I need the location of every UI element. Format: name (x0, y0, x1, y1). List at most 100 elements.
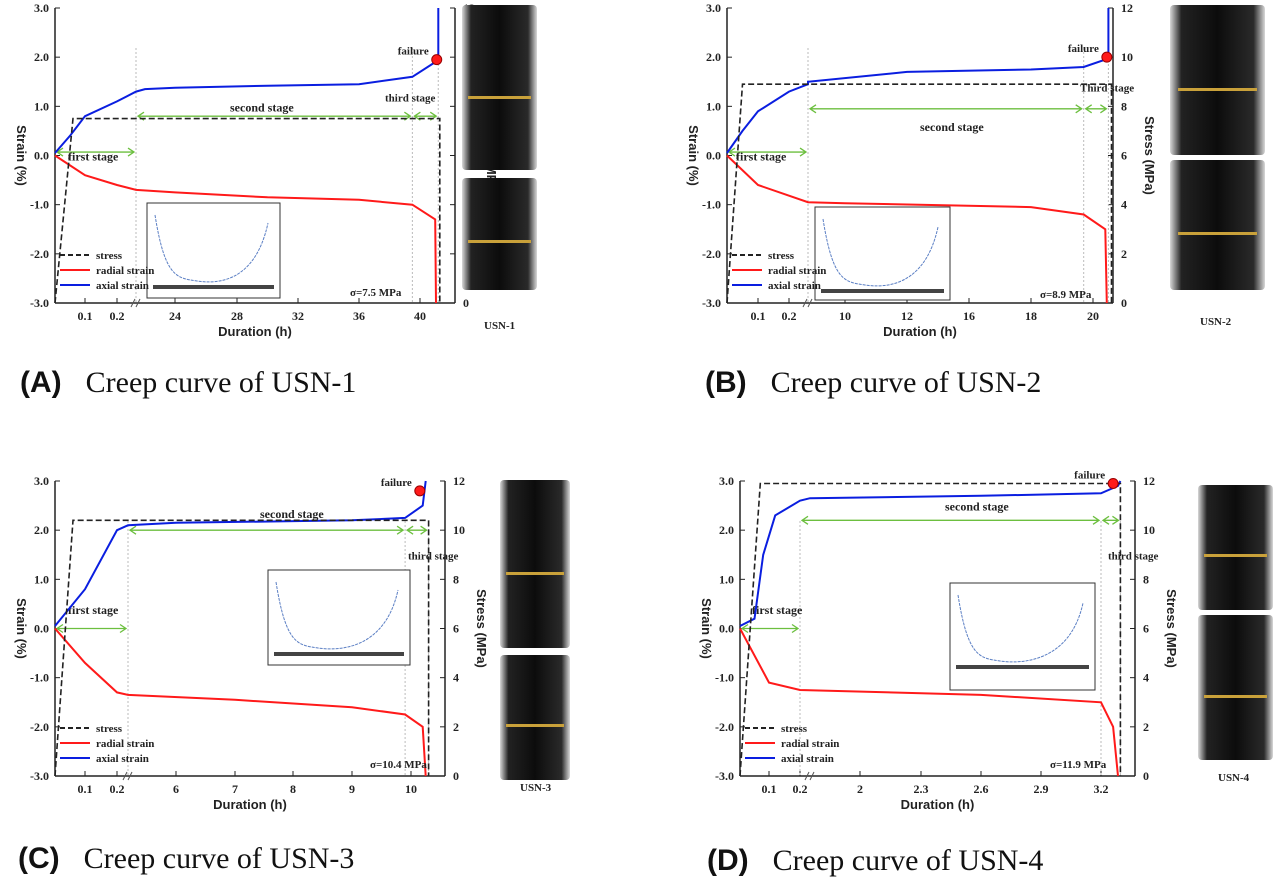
y-tick-label: 1.0 (34, 572, 49, 586)
stage-label: first stage (68, 603, 119, 617)
x-tick-label: 2.9 (1034, 782, 1049, 796)
specimen-label: USN-4 (1218, 772, 1250, 784)
y2-tick-label: 0 (463, 296, 469, 310)
y-tick-label: -1.0 (702, 198, 721, 212)
x-tick-label: 0.1 (78, 782, 93, 796)
x-tick-label: 2.6 (974, 782, 989, 796)
series-line-stress (54, 117, 441, 304)
x-tick-label: 0.2 (782, 309, 797, 323)
chart-panel-c: 3.0 2.0 1.0 0.0 -1.0 -2.0 -3.0 0 2 4 6 8 10 12 0.1 0.2 6… (14, 474, 489, 812)
x-tick-label: 0.1 (751, 309, 766, 323)
stage-label: first stage (736, 149, 787, 163)
y-axis-title: Strain (%) (14, 598, 29, 659)
caption-text: Creep curve of USN-2 (770, 366, 1042, 399)
inset-curve (957, 594, 1084, 663)
specimen-photo (1198, 485, 1273, 610)
stage-label: second stage (230, 100, 294, 114)
y-tick-label: 1.0 (719, 572, 734, 586)
y2-tick-label: 2 (453, 720, 459, 734)
x-tick-label: 36 (353, 309, 365, 323)
inset-curve (154, 214, 269, 283)
y-axis-title: Strain (%) (14, 125, 29, 186)
legend-label: stress (96, 250, 123, 262)
x-axis-title: Duration (h) (883, 324, 957, 339)
x-tick-label: 28 (231, 309, 243, 323)
legend-label: stress (781, 723, 808, 735)
y2-axis-title: Stress (MPa) (1142, 116, 1157, 195)
y-tick-label: 2.0 (719, 523, 734, 537)
chart-panel-a: 3.02.01.00.0-1.0-2.0-3.00246810120.10.22… (14, 1, 499, 339)
y-tick-label: 0.0 (719, 622, 734, 636)
legend-label: axial strain (96, 753, 149, 765)
series-line-axial-strain (739, 480, 1122, 627)
y-tick-label: -3.0 (715, 769, 734, 783)
legend-label: axial strain (96, 280, 149, 292)
x-tick-label: 12 (901, 309, 913, 323)
x-tick-label: 2 (857, 782, 863, 796)
inset-bars (153, 285, 274, 289)
series-line-radial-strain (739, 628, 1119, 777)
y2-axis-title: Stress (MPa) (474, 589, 489, 668)
stage-arrow (1101, 515, 1120, 525)
x-tick-label: 0.1 (78, 309, 93, 323)
y-tick-label: 2.0 (706, 50, 721, 64)
x-tick-label: 0.2 (110, 309, 125, 323)
chart-panel-b: 3.0 2.0 1.0 0.0 -1.0 -2.0 -3.0 0 2 4 6 8 10 12 0.1 0.2 1… (686, 1, 1157, 339)
specimen-photo (1198, 615, 1273, 760)
y2-tick-label: 4 (1143, 671, 1149, 685)
failure-marker (414, 485, 426, 497)
inset-bars (956, 665, 1089, 669)
legend-label: axial strain (768, 280, 821, 292)
x-tick-label: 0.2 (793, 782, 808, 796)
stage-label: first stage (68, 149, 119, 163)
y2-tick-label: 8 (1121, 99, 1127, 113)
x-tick-label: 18 (1025, 309, 1037, 323)
stage-label: third stage (1108, 551, 1159, 563)
inset-ring-count-plot (267, 569, 411, 666)
specimen-photo (500, 480, 570, 648)
series-line-axial-strain (726, 8, 1110, 154)
series-line-radial-strain (54, 627, 427, 777)
y2-tick-label: 8 (453, 572, 459, 586)
series-line-radial-strain (726, 154, 1108, 304)
stage-arrow (128, 525, 405, 535)
inset-bars (274, 652, 404, 656)
y2-tick-label: 4 (453, 671, 459, 685)
inset-ring-count-plot (146, 202, 281, 299)
y-tick-label: -3.0 (702, 296, 721, 310)
y2-tick-label: 12 (453, 474, 465, 488)
x-tick-label: 0.2 (110, 782, 125, 796)
chart-panel-d: 3.0 2.0 1.0 0.0 -1.0 -2.0 -3.0 0 2 4 6 8 10 12 0.1 0.2 2… (699, 469, 1179, 812)
series-line-axial-strain (54, 8, 440, 154)
caption-a: (A) Creep curve of USN-1 (20, 366, 356, 400)
failure-marker (431, 54, 443, 66)
failure-label: failure (1074, 469, 1105, 481)
y-tick-label: -3.0 (30, 296, 49, 310)
axis-break-mark (804, 771, 815, 781)
inset-curve (822, 218, 939, 287)
inset-ring-count-plot (949, 582, 1096, 691)
series-line-axial-strain (54, 480, 427, 627)
caption-letter: (A) (20, 366, 62, 399)
stage-arrow (1084, 104, 1108, 114)
stage-label: third stage (385, 92, 436, 104)
specimen-label: USN-3 (520, 782, 552, 794)
series-line-stress (739, 482, 1122, 777)
stage-label: second stage (945, 500, 1009, 514)
series-line-radial-strain (54, 154, 437, 304)
x-axis-title: Duration (h) (213, 797, 287, 812)
y-axis-title: Strain (%) (699, 598, 714, 659)
y2-tick-label: 10 (1143, 523, 1155, 537)
series-line-stress (726, 83, 1113, 304)
failure-label: failure (381, 477, 412, 489)
x-tick-label: 2.3 (914, 782, 929, 796)
failure-marker (1107, 477, 1119, 489)
x-tick-label: 40 (414, 309, 426, 323)
caption-text: Creep curve of USN-3 (83, 842, 355, 875)
stage-arrow (740, 623, 800, 634)
x-tick-label: 8 (290, 782, 296, 796)
sigma-label: σ=11.9 MPa (1050, 759, 1107, 771)
specimen-photo (1170, 160, 1265, 290)
caption-letter: (D) (707, 844, 749, 877)
x-axis-title: Duration (h) (218, 324, 292, 339)
